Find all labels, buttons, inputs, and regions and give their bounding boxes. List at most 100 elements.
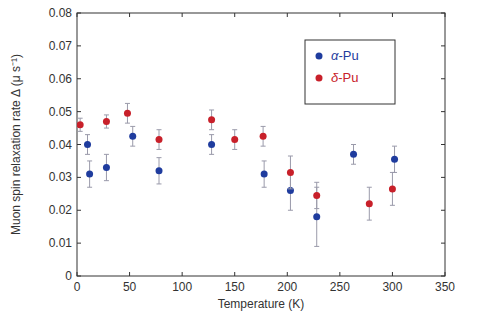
- y-tick: [77, 111, 81, 112]
- error-bar: [157, 130, 162, 150]
- error-bar: [209, 135, 214, 155]
- error-bar: [130, 126, 135, 146]
- legend-box: [305, 40, 395, 104]
- plot-frame: [77, 13, 445, 276]
- error-cap: [125, 123, 130, 124]
- error-cap: [314, 208, 319, 209]
- point: [366, 200, 373, 207]
- y-tick: [77, 144, 81, 145]
- x-tick-label: 350: [435, 280, 455, 294]
- error-bar: [390, 172, 395, 205]
- x-tick-label: 50: [123, 280, 137, 294]
- point: [129, 133, 136, 140]
- x-tick: [234, 272, 235, 276]
- y-tick: [77, 78, 81, 79]
- error-cap: [288, 156, 293, 157]
- error-bar: [209, 110, 214, 130]
- error-cap: [157, 157, 162, 158]
- y-tick-label: 0.04: [49, 138, 73, 152]
- x-tick-top: [392, 13, 393, 17]
- error-bar: [314, 187, 319, 246]
- point: [313, 213, 320, 220]
- y-tick-right: [441, 144, 445, 145]
- error-bar: [314, 182, 319, 208]
- error-cap: [232, 149, 237, 150]
- error-cap: [392, 146, 397, 147]
- error-cap: [314, 246, 319, 247]
- point: [350, 151, 357, 158]
- point: [84, 141, 91, 148]
- y-tick-right: [441, 45, 445, 46]
- point: [156, 167, 163, 174]
- error-bar: [125, 103, 130, 123]
- error-bar: [104, 154, 109, 180]
- y-tick-right: [441, 276, 445, 277]
- point: [208, 141, 215, 148]
- y-tick-right: [441, 243, 445, 244]
- point: [231, 136, 238, 143]
- error-cap: [351, 144, 356, 145]
- error-cap: [261, 146, 266, 147]
- y-axis-label: Muon spin relaxation rate Δ (μ s⁻¹): [9, 54, 23, 235]
- x-tick-label: 0: [74, 280, 81, 294]
- y-tick-right: [441, 13, 445, 14]
- error-cap: [390, 205, 395, 206]
- y-tick: [77, 210, 81, 211]
- error-cap: [104, 114, 109, 115]
- y-tick-right: [441, 78, 445, 79]
- legend: α-Puδ-Pu: [305, 40, 395, 104]
- x-tick-top: [234, 13, 235, 17]
- error-cap: [288, 188, 293, 189]
- error-bar: [157, 158, 162, 184]
- error-cap: [130, 126, 135, 127]
- error-cap: [157, 149, 162, 150]
- y-tick: [77, 276, 81, 277]
- x-tick: [129, 272, 130, 276]
- error-bar: [85, 135, 90, 155]
- error-bar: [288, 156, 293, 189]
- x-tick-top: [287, 13, 288, 17]
- error-cap: [78, 131, 83, 132]
- error-bar: [392, 146, 397, 172]
- error-cap: [85, 154, 90, 155]
- error-cap: [390, 172, 395, 173]
- point: [389, 185, 396, 192]
- legend-label-rest: -Pu: [338, 70, 358, 85]
- x-tick-top: [77, 13, 78, 17]
- point: [260, 133, 267, 140]
- x-tick-label: 300: [382, 280, 402, 294]
- point: [261, 171, 268, 178]
- error-cap: [262, 160, 267, 161]
- error-cap: [104, 154, 109, 155]
- error-cap: [157, 129, 162, 130]
- error-bar: [78, 118, 83, 131]
- error-cap: [209, 154, 214, 155]
- error-bar: [262, 161, 267, 187]
- error-bar: [104, 115, 109, 128]
- point: [77, 121, 84, 128]
- legend-marker: [316, 75, 323, 82]
- error-cap: [209, 109, 214, 110]
- x-tick-top: [182, 13, 183, 17]
- y-tick-label: 0.07: [49, 39, 73, 53]
- x-tick: [339, 272, 340, 276]
- error-cap: [314, 182, 319, 183]
- error-cap: [157, 183, 162, 184]
- error-cap: [85, 134, 90, 135]
- error-cap: [78, 118, 83, 119]
- legend-label: α-Pu: [331, 48, 359, 63]
- error-cap: [261, 126, 266, 127]
- point: [156, 136, 163, 143]
- x-tick: [182, 272, 183, 276]
- point: [287, 169, 294, 176]
- y-tick-label: 0.01: [49, 236, 73, 250]
- legend-label-rest: -Pu: [338, 48, 358, 63]
- error-cap: [288, 210, 293, 211]
- error-cap: [104, 180, 109, 181]
- point: [103, 164, 110, 171]
- x-tick-top: [129, 13, 130, 17]
- chart: 05010015020025030035000.010.020.030.040.…: [0, 0, 480, 319]
- y-tick-label: 0.08: [49, 6, 73, 20]
- point: [313, 192, 320, 199]
- y-tick: [77, 243, 81, 244]
